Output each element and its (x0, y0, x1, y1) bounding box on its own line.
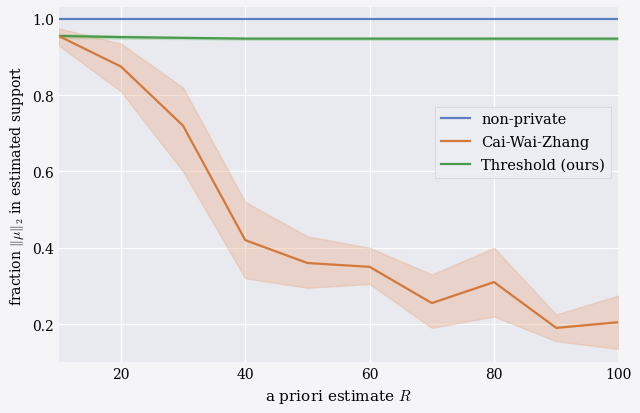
non-private (490, 17, 498, 22)
Cai-Wai-Zhang (614, 320, 622, 325)
non-private (428, 17, 436, 22)
non-private (179, 17, 187, 22)
Y-axis label: fraction $\|\mu\|_2$ in estimated support: fraction $\|\mu\|_2$ in estimated suppor… (8, 65, 26, 305)
non-private (552, 17, 560, 22)
Threshold (ours) (490, 37, 498, 42)
Line: Threshold (ours): Threshold (ours) (59, 37, 618, 40)
non-private (55, 17, 63, 22)
Threshold (ours) (179, 36, 187, 41)
Cai-Wai-Zhang (241, 238, 249, 243)
Cai-Wai-Zhang (428, 301, 436, 306)
Cai-Wai-Zhang (552, 325, 560, 330)
Threshold (ours) (241, 37, 249, 42)
Threshold (ours) (55, 34, 63, 39)
Threshold (ours) (614, 37, 622, 42)
Cai-Wai-Zhang (303, 261, 311, 266)
non-private (117, 17, 125, 22)
Legend: non-private, Cai-Wai-Zhang, Threshold (ours): non-private, Cai-Wai-Zhang, Threshold (o… (435, 107, 611, 178)
Cai-Wai-Zhang (117, 65, 125, 70)
Threshold (ours) (428, 37, 436, 42)
Line: Cai-Wai-Zhang: Cai-Wai-Zhang (59, 37, 618, 328)
Cai-Wai-Zhang (366, 265, 374, 270)
non-private (614, 17, 622, 22)
Cai-Wai-Zhang (179, 124, 187, 129)
Threshold (ours) (366, 37, 374, 42)
Threshold (ours) (117, 36, 125, 40)
Cai-Wai-Zhang (490, 280, 498, 285)
non-private (241, 17, 249, 22)
non-private (366, 17, 374, 22)
non-private (303, 17, 311, 22)
X-axis label: a priori estimate $R$: a priori estimate $R$ (265, 387, 412, 405)
Cai-Wai-Zhang (55, 34, 63, 39)
Threshold (ours) (552, 37, 560, 42)
Threshold (ours) (303, 37, 311, 42)
